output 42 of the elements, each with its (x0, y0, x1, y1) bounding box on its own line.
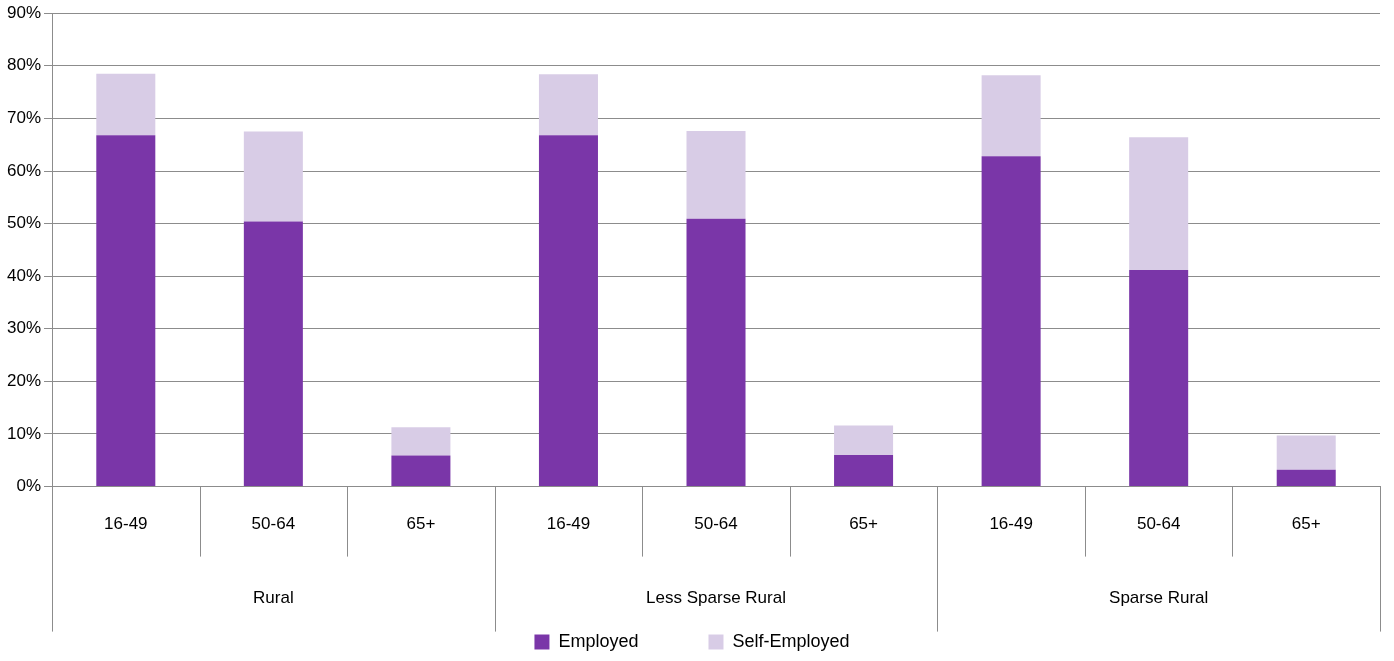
y-tick-label: 90% (6, 2, 42, 22)
bar (1129, 137, 1189, 270)
legend-label: Self-Employed (732, 630, 850, 651)
x-tick-label: 16-49 (546, 514, 591, 534)
text: Less Sparse Rural (646, 588, 786, 608)
y-tick-label: 40% (6, 265, 42, 285)
bar (391, 427, 451, 456)
bar (1276, 435, 1336, 470)
y-tick-label: 50% (6, 213, 42, 233)
y-tick-label: 10% (6, 423, 42, 443)
bar (834, 455, 894, 487)
x-tick-label: 65+ (1291, 514, 1321, 534)
x-tick-label: 65+ (406, 514, 436, 534)
bar (981, 75, 1041, 157)
bar (834, 425, 894, 456)
bar (538, 135, 598, 487)
x-tick-label: 50-64 (694, 514, 738, 534)
x-tick-label: 16-49 (104, 514, 148, 534)
x-tick-label: 16-49 (989, 514, 1033, 534)
text: Sparse Rural (1109, 588, 1209, 608)
bar (686, 218, 746, 487)
bar (538, 74, 598, 136)
text: Rural (253, 588, 294, 608)
y-tick-label: 30% (6, 318, 42, 338)
bar (1129, 269, 1189, 487)
y-tick-label: 0% (16, 476, 42, 496)
legend-label: Employed (558, 630, 639, 651)
y-tick-label: 60% (6, 160, 42, 180)
bar (96, 73, 156, 136)
bar (243, 221, 303, 487)
x-tick-label: 50-64 (1136, 514, 1181, 534)
bar (686, 131, 746, 219)
bar (391, 455, 451, 487)
bar (981, 156, 1041, 487)
y-tick-label: 70% (6, 108, 42, 128)
y-tick-label: 80% (6, 55, 42, 75)
bar (1276, 469, 1336, 487)
bar (243, 131, 303, 222)
x-tick-label: 65+ (849, 514, 879, 534)
x-tick-label: 50-64 (251, 514, 296, 534)
y-tick-label: 20% (6, 371, 42, 391)
bar (96, 135, 156, 487)
